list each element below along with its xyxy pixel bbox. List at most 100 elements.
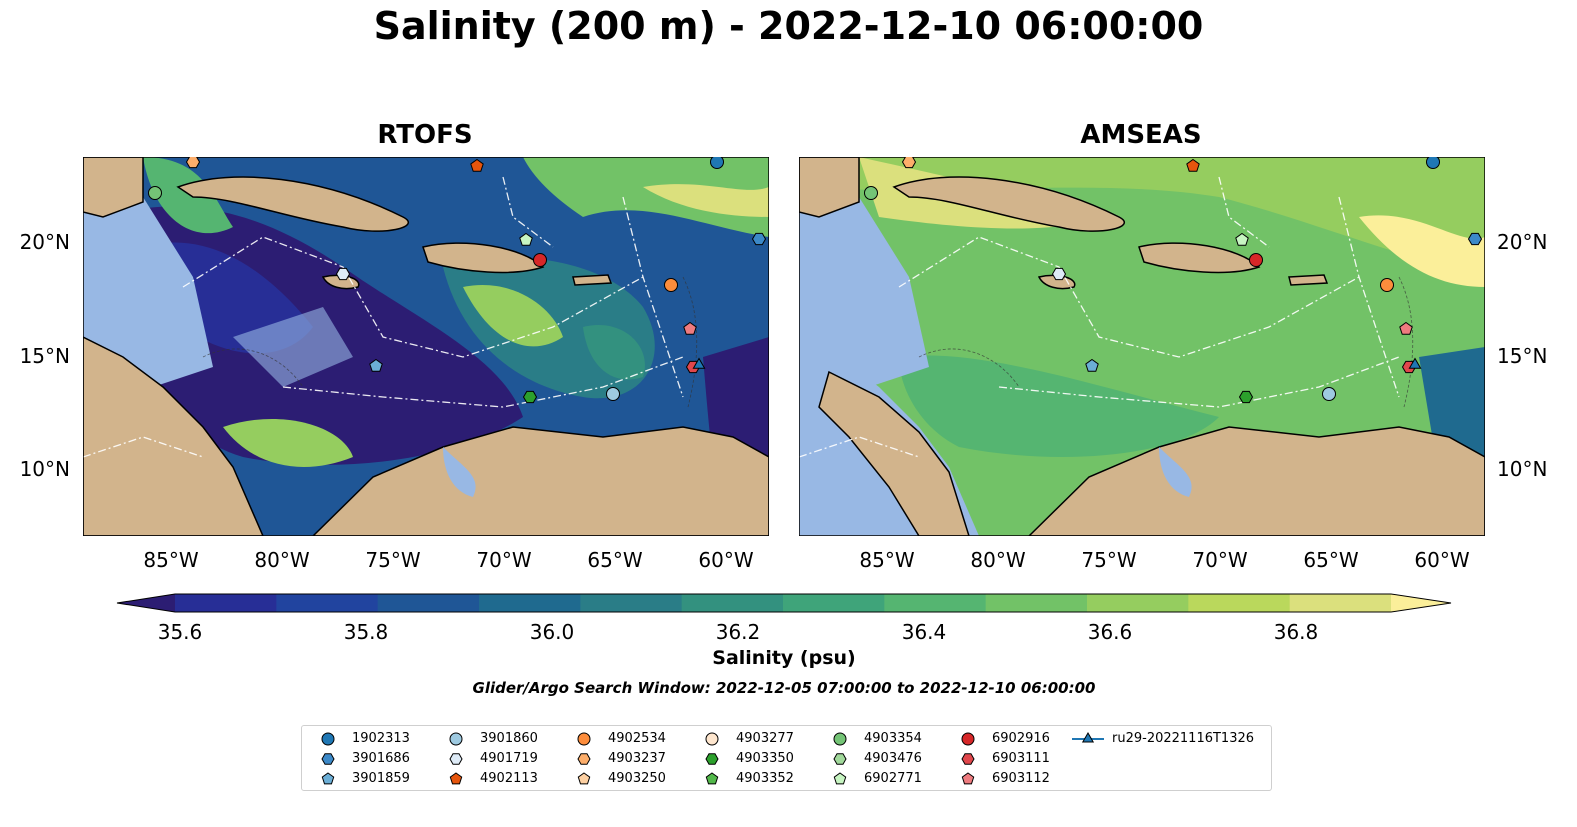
hexagon-marker	[449, 753, 463, 765]
lon-label-85w: 85°W	[143, 548, 199, 572]
colorbar-label: Salinity (psu)	[712, 647, 856, 669]
lon-label-85w: 85°W	[859, 548, 915, 572]
land-central-america	[83, 336, 264, 536]
lon-label-80w: 80°W	[254, 548, 310, 572]
lat-label-20n: 20°N	[1497, 230, 1548, 254]
hexagon-marker	[705, 753, 719, 765]
legend-label: 4903352	[736, 771, 794, 786]
colorbar-tick: 36.2	[715, 620, 761, 644]
hexagon-marker	[185, 157, 201, 169]
legend-label: 4902113	[480, 771, 538, 786]
colorbar-tick: 36.0	[529, 620, 575, 644]
land-hispaniola	[1138, 242, 1261, 274]
land-south-america	[311, 426, 769, 536]
pentagon-marker	[449, 772, 463, 785]
lake-maracaibo	[443, 447, 476, 497]
bathymetry-contours	[202, 276, 698, 408]
lon-label-75w: 75°W	[365, 548, 421, 572]
atlantic-high	[643, 184, 769, 217]
legend-marker	[449, 753, 463, 765]
legend-label: 1902313	[352, 731, 410, 746]
land-puerto-rico	[572, 274, 613, 286]
hexagon-marker	[751, 232, 767, 246]
colorbar-tick: 35.6	[157, 620, 203, 644]
colorbar-segment	[580, 594, 683, 612]
pentagon-marker	[705, 772, 719, 785]
legend-label: 4902534	[608, 731, 666, 746]
circle-marker	[833, 732, 847, 746]
lon-label-65w: 65°W	[587, 548, 643, 572]
colorbar	[116, 593, 1452, 613]
land-cuba	[176, 176, 410, 232]
pentagon-marker	[321, 772, 335, 785]
legend-marker	[1072, 732, 1104, 743]
pentagon-marker	[961, 772, 975, 785]
colorbar-segment	[1188, 594, 1291, 612]
colorbar-tick: 36.4	[901, 620, 947, 644]
hexagon-marker	[1467, 232, 1483, 246]
hexagon-marker	[833, 753, 847, 765]
hexagon-marker	[522, 390, 538, 404]
legend-marker	[961, 753, 975, 765]
legend-marker	[961, 772, 975, 785]
legend-marker	[577, 732, 591, 746]
hexagon-marker	[901, 157, 917, 169]
colorbar-segment	[479, 594, 581, 612]
colorbar-segment	[175, 594, 277, 612]
legend-label: 6903111	[992, 751, 1050, 766]
legend-label: 3901686	[352, 751, 410, 766]
circle-marker	[1249, 253, 1263, 267]
colorbar-segment	[681, 594, 784, 612]
eez-boundaries	[799, 176, 1400, 458]
lake-maracaibo	[1159, 447, 1192, 497]
colorbar-segment	[985, 594, 1088, 612]
triangle-marker	[1081, 732, 1095, 743]
lon-label-70w: 70°W	[476, 548, 532, 572]
eez-boundaries	[83, 176, 684, 458]
lon-label-80w: 80°W	[970, 548, 1026, 572]
legend-marker	[321, 772, 335, 785]
legend-label: 6902916	[992, 731, 1050, 746]
lon-label-75w: 75°W	[1081, 548, 1137, 572]
hexagon-marker	[577, 753, 591, 765]
colorbar-tick: 35.8	[343, 620, 389, 644]
circle-marker	[449, 732, 463, 746]
lat-label-15n: 15°N	[19, 344, 70, 368]
legend-label: 4903237	[608, 751, 666, 766]
land-south-america	[1027, 426, 1485, 536]
eddy-mid	[583, 325, 645, 380]
legend-label: 4901719	[480, 751, 538, 766]
colorbar-extend-high	[1391, 594, 1451, 612]
shallow-shelf-west	[83, 197, 213, 397]
lon-label-60w: 60°W	[698, 548, 754, 572]
lat-label-10n: 10°N	[19, 457, 70, 481]
bathymetry-contours	[918, 276, 1414, 408]
legend-marker	[833, 753, 847, 765]
lat-label-20n: 20°N	[19, 230, 70, 254]
circle-marker	[705, 732, 719, 746]
circle-marker	[1426, 157, 1440, 169]
legend-marker	[833, 772, 847, 785]
colorbar-segment	[1289, 594, 1392, 612]
colorbar-segment	[276, 594, 379, 612]
land-hispaniola	[422, 242, 545, 274]
pentagon-marker	[1186, 158, 1200, 172]
legend-label: 4903277	[736, 731, 794, 746]
hexagon-marker	[1238, 390, 1254, 404]
legend-label: 6903112	[992, 771, 1050, 786]
atlantic-band	[523, 157, 769, 237]
land-puerto-rico	[1288, 274, 1329, 286]
legend-marker	[577, 753, 591, 765]
land-central-america	[818, 370, 970, 536]
land-cuba	[892, 176, 1126, 232]
colorbar-tick: 36.6	[1087, 620, 1133, 644]
land-yucatan	[83, 157, 144, 218]
legend-marker	[449, 772, 463, 785]
colorbar-outline	[116, 593, 1452, 613]
hexagon-marker	[335, 267, 351, 281]
circle-marker	[577, 732, 591, 746]
legend-label: 3901859	[352, 771, 410, 786]
colorbar-tick: 36.8	[1273, 620, 1319, 644]
circle-marker	[148, 186, 162, 200]
shallow-shelf-west	[799, 197, 929, 397]
